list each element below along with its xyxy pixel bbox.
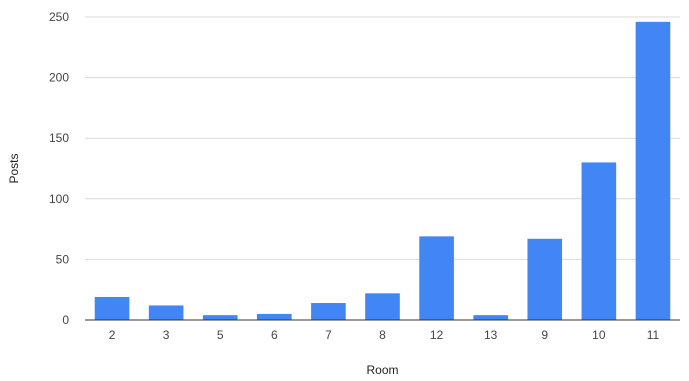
bar-room-7	[311, 303, 346, 320]
x-tick-label: 5	[217, 328, 224, 342]
x-tick-label: 6	[271, 328, 278, 342]
bar-room-8	[365, 293, 400, 320]
x-axis-title: Room	[366, 363, 398, 377]
bar-room-12	[419, 236, 454, 320]
y-axis-title: Posts	[7, 153, 21, 183]
x-tick-label: 11	[647, 328, 660, 342]
bar-room-3	[148, 305, 184, 320]
y-tick-labels: 0 50 100 150 200 250	[49, 10, 69, 327]
y-tick-label: 250	[49, 10, 69, 24]
y-tick-label: 0	[62, 313, 69, 327]
bar-room-2	[94, 296, 130, 320]
x-tick-label: 3	[163, 328, 170, 342]
bar-room-6	[257, 313, 292, 320]
x-tick-label: 9	[541, 328, 548, 342]
y-tick-label: 100	[49, 192, 69, 206]
x-tick-label: 13	[484, 328, 498, 342]
bar-room-10	[581, 162, 617, 320]
x-tick-label: 7	[325, 328, 332, 342]
y-tick-label: 150	[49, 131, 69, 145]
x-tick-label: 2	[109, 328, 116, 342]
y-tick-label: 50	[56, 252, 70, 266]
bar-room-5	[202, 315, 238, 320]
bars	[94, 21, 671, 321]
y-tick-label: 200	[49, 71, 69, 85]
x-tick-label: 12	[430, 328, 444, 342]
gridlines	[85, 16, 680, 260]
x-tick-label: 8	[379, 328, 386, 342]
x-tick-labels: 2 3 5 6 7 8 12 13 9 10 11	[109, 328, 660, 342]
x-tick-label: 10	[592, 328, 606, 342]
bar-room-11	[635, 21, 671, 321]
bar-room-9	[527, 238, 563, 320]
bar-room-13	[473, 315, 508, 320]
